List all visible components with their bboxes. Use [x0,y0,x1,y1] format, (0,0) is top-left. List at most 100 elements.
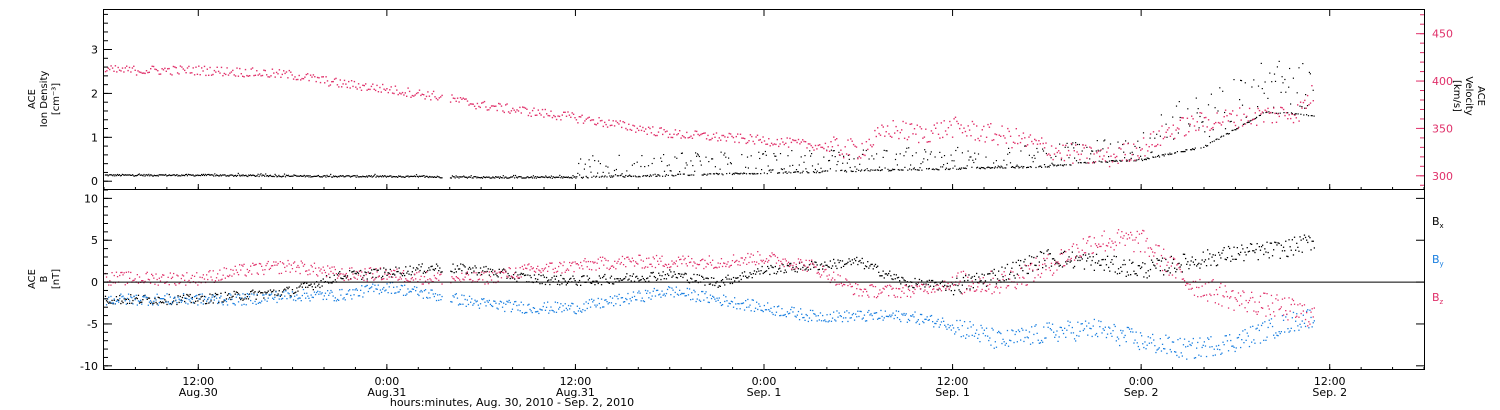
density-point [838,151,840,153]
velocity-point [152,65,155,68]
velocity-point [1311,85,1313,87]
velocity-point [1007,127,1009,130]
bx-point [944,284,946,286]
density-point [114,175,116,177]
bx-point [888,272,890,275]
by-point [188,298,190,301]
density-point [853,158,855,160]
density-point [743,172,745,174]
bx-point [305,286,307,288]
velocity-point [324,82,326,84]
bx-point [472,267,474,269]
bx-point [519,273,521,276]
bz-point [764,260,767,262]
density-point [979,168,981,170]
velocity-point [609,124,612,127]
density-point [593,175,595,177]
by-point [851,314,853,316]
by-point [628,303,630,305]
bx-point [462,263,464,266]
bz-point [628,258,630,260]
by-point [1022,329,1024,331]
velocity-point [679,130,681,132]
bx-point [322,278,324,280]
by-point [924,318,926,320]
bx-point [351,271,353,273]
velocity-point [254,74,257,76]
bx-point [125,298,127,301]
velocity-point [891,136,893,138]
by-point [452,295,454,297]
bx-point [329,276,331,279]
by-point [1208,338,1210,340]
bx-point [802,266,804,269]
by-point [331,291,333,293]
bz-point [152,275,154,277]
density-point [992,167,994,169]
velocity-point [133,65,135,67]
by-point [398,291,400,293]
by-point [133,295,135,298]
by-point [1310,316,1312,319]
bz-point [311,266,313,268]
by-point [746,306,748,308]
by-point [167,301,169,303]
velocity-point [738,141,740,144]
velocity-point [800,141,802,143]
velocity-point [174,66,176,68]
density-point [1119,159,1121,162]
bx-point [1029,262,1032,265]
bx-point [492,269,494,271]
bz-point [422,283,424,285]
bx-point [259,292,262,294]
bx-point [814,261,816,263]
density-point [116,175,118,177]
by-point [853,319,856,321]
velocity-point [628,123,630,125]
bx-point [373,268,375,271]
bx-point [1095,253,1098,255]
density-point [719,168,721,170]
by-point [916,320,918,323]
density-point [1130,157,1132,159]
density-point [1259,114,1261,116]
bz-point [372,273,374,275]
density-point [569,177,571,179]
bz-point [536,268,538,270]
bx-point [764,270,767,273]
bz-point [797,258,800,260]
bz-point [587,260,589,263]
bz-point [718,266,720,268]
density-point [872,169,874,171]
bz-point [636,262,638,264]
bx-point [232,295,234,297]
by-point [737,303,739,305]
by-point [1276,334,1278,336]
velocity-point [120,70,122,72]
velocity-point [581,114,583,116]
density-point [620,174,622,176]
bz-point [823,271,825,273]
by-point [750,310,752,312]
velocity-point [1308,104,1310,106]
bz-point [378,275,380,277]
density-point [830,149,832,151]
velocity-point [570,116,572,118]
bz-point [630,261,632,263]
by-point [316,291,318,294]
bx-point [109,302,111,304]
density-point [1165,123,1167,125]
velocity-point [434,96,436,98]
density-point [1292,77,1294,79]
density-point [911,155,914,157]
by-point [330,289,332,292]
velocity-point [673,133,675,135]
bx-point [963,280,966,282]
density-point [734,172,736,174]
bx-point [707,277,709,280]
density-point [650,175,652,177]
by-point [164,295,166,297]
velocity-point [335,77,337,80]
bx-point [813,266,815,269]
by-point [1252,325,1254,327]
